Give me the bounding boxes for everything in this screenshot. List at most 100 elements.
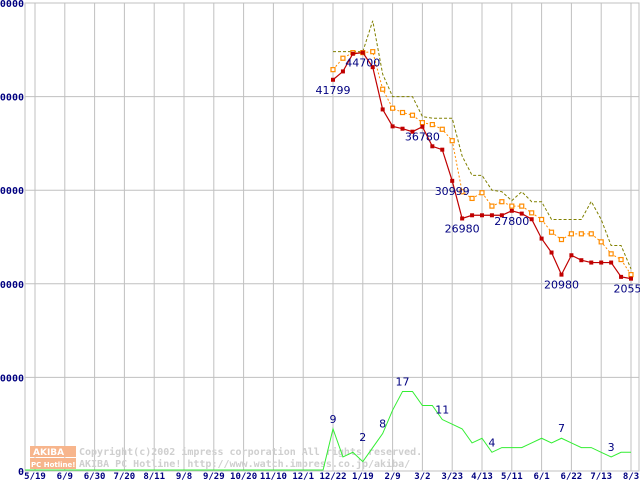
average-price-marker xyxy=(558,236,565,243)
shop-count-data-label: 11 xyxy=(435,404,449,417)
y-tick-label: 30000 xyxy=(0,186,24,197)
x-tick-label: 12/1 xyxy=(292,472,314,480)
average-price-marker xyxy=(449,138,455,144)
min-price-marker xyxy=(619,274,624,279)
shop-count-data-label: 3 xyxy=(608,441,615,454)
min-price-marker xyxy=(370,65,375,70)
y-tick-label: 20000 xyxy=(0,280,24,291)
y-axis: 50000 40000 30000 20000 10000 0 xyxy=(0,0,24,478)
min-price-marker xyxy=(390,124,395,129)
x-tick-label: 5/11 xyxy=(501,472,523,480)
min-price-marker xyxy=(420,124,425,129)
min-price-marker xyxy=(410,129,415,134)
min-price-data-label: 26980 xyxy=(445,222,480,235)
min-price-marker xyxy=(440,147,445,152)
min-price-marker xyxy=(569,253,574,258)
x-tick-label: 9/29 xyxy=(203,472,225,480)
min-price-marker xyxy=(579,258,584,263)
min-price-data-label: 44700 xyxy=(345,57,380,70)
min-price-marker xyxy=(350,51,355,56)
average-price-marker xyxy=(380,86,386,92)
min-price-marker xyxy=(430,144,435,149)
average-price-marker xyxy=(429,121,435,128)
min-price-marker xyxy=(539,236,544,241)
logo-bottom-text: PC Hotline! xyxy=(31,461,75,469)
akiba-logo: AKIBA PC Hotline! xyxy=(30,446,76,469)
average-price-marker xyxy=(598,239,604,245)
average-price-marker xyxy=(439,126,445,132)
min-price-marker xyxy=(480,213,484,218)
min-price-marker xyxy=(331,77,335,82)
min-price-marker xyxy=(340,69,345,74)
average-price-marker xyxy=(529,210,535,216)
max-price-line xyxy=(333,20,632,270)
shop-count-data-label: 17 xyxy=(396,375,410,388)
average-price-marker xyxy=(330,67,336,73)
average-price-marker xyxy=(538,216,545,223)
shop-count-data-label: 2 xyxy=(359,431,366,444)
y-tick-label: 10000 xyxy=(0,373,24,384)
min-price-data-label: 41799 xyxy=(316,84,351,97)
shop-count-data-label: 7 xyxy=(558,422,565,435)
average-price-marker xyxy=(479,190,485,196)
shop-count-data-label: 8 xyxy=(379,418,386,431)
shop-count-data-label: 9 xyxy=(330,413,337,426)
min-price-marker xyxy=(559,272,564,277)
watermark: AKIBA PC Hotline! Copyright(c)2002 impre… xyxy=(30,446,422,470)
y-tick-label: 0 xyxy=(18,467,24,478)
average-price-marker xyxy=(489,203,495,209)
average-price-marker xyxy=(548,229,555,235)
average-price-marker xyxy=(459,189,465,195)
x-tick-label: 8/11 xyxy=(143,472,165,480)
grid xyxy=(24,2,640,472)
average-price-marker xyxy=(578,231,584,237)
x-tick-label: 10/20 xyxy=(230,472,257,480)
min-price-marker xyxy=(609,260,614,265)
min-price-marker xyxy=(450,178,455,183)
average-price-marker xyxy=(588,231,594,237)
min-price-data-label: 20550 xyxy=(614,283,640,296)
min-price-data-label: 20980 xyxy=(544,279,579,292)
average-price-marker xyxy=(419,120,425,126)
x-tick-label: 7/20 xyxy=(114,472,136,480)
average-price-marker xyxy=(399,109,406,116)
min-price-marker xyxy=(489,213,494,218)
series-group xyxy=(25,20,634,471)
x-tick-label: 11/10 xyxy=(260,472,287,480)
average-price-marker xyxy=(608,251,614,257)
average-price-marker xyxy=(469,195,475,202)
min-price-marker xyxy=(599,260,604,265)
min-price-marker xyxy=(460,216,465,221)
min-price-data-label: 27800 xyxy=(494,215,529,228)
x-tick-label: 6/22 xyxy=(561,472,583,480)
average-price-marker xyxy=(499,199,505,205)
x-tick-label: 6/1 xyxy=(533,472,549,480)
x-tick-label: 6/9 xyxy=(57,472,73,480)
average-price-marker xyxy=(568,231,575,237)
site-url-text: AKIBA PC Hotline! http://www.watch.impre… xyxy=(79,458,410,470)
x-tick-label: 3/2 xyxy=(414,472,430,480)
average-price-marker xyxy=(390,105,396,111)
average-price-marker xyxy=(370,49,376,55)
data-labels: 41799 44700 36780 30999 26980 27800 20980 20550… xyxy=(316,57,640,454)
logo-top-text: AKIBA xyxy=(33,448,64,458)
min-price-marker xyxy=(499,213,504,218)
x-tick-label: 7/13 xyxy=(590,472,612,480)
min-price-data-label: 36780 xyxy=(405,131,440,144)
shop-count-line xyxy=(25,390,631,471)
average-price-marker xyxy=(519,203,525,209)
min-price-marker xyxy=(549,250,554,255)
x-tick-label: 4/13 xyxy=(471,472,493,480)
min-price-marker xyxy=(629,276,633,281)
min-price-marker xyxy=(380,107,385,112)
min-price-marker xyxy=(470,213,475,218)
min-price-data-label: 30999 xyxy=(435,185,470,198)
min-price-marker xyxy=(509,208,514,213)
average-price-marker xyxy=(628,272,634,278)
average-price-marker xyxy=(618,256,624,263)
x-axis: 5/19 6/9 6/30 7/20 8/11 9/8 9/29 10/20 11/10 12/1… xyxy=(24,472,639,480)
average-price-marker xyxy=(509,203,515,209)
min-price-marker xyxy=(360,50,365,55)
y-tick-label: 50000 xyxy=(0,0,24,10)
